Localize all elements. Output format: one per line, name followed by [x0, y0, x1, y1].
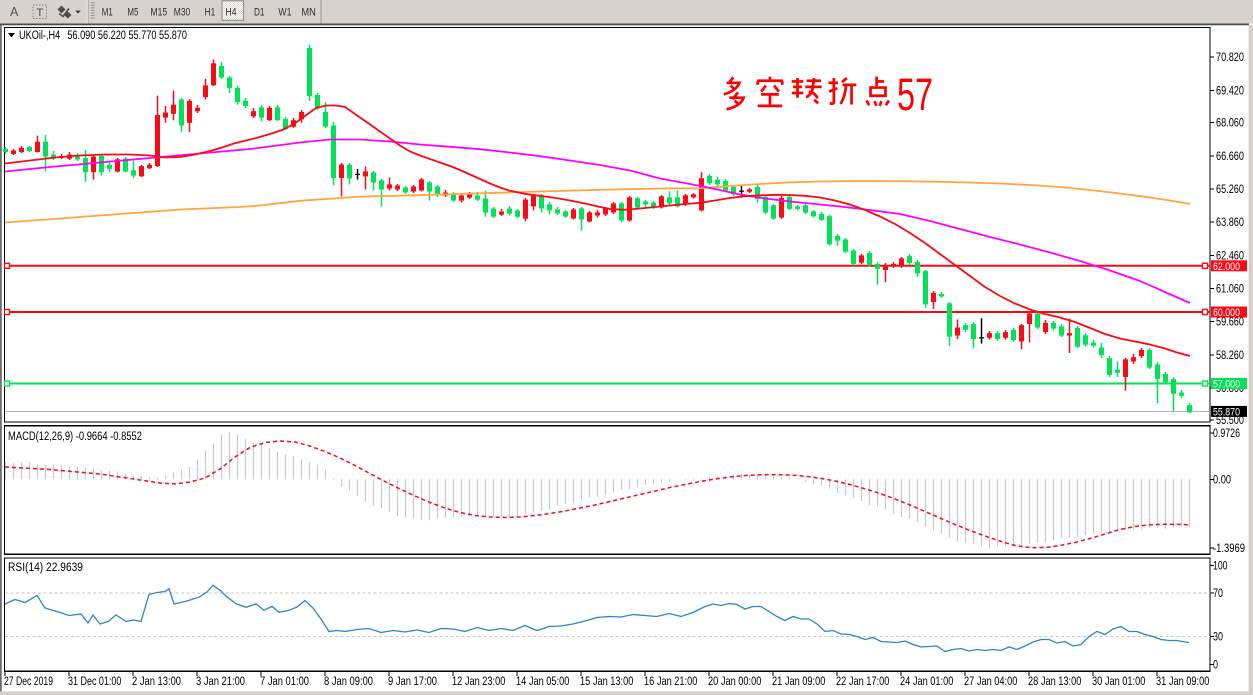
svg-text:H4: H4 [226, 7, 237, 19]
svg-text:66.660: 66.660 [1216, 151, 1244, 163]
svg-text:20 Jan 00:00: 20 Jan 00:00 [708, 676, 761, 688]
svg-text:31 Dec 01:00: 31 Dec 01:00 [68, 676, 121, 688]
svg-text:57: 57 [897, 69, 933, 120]
svg-text:-1.3969: -1.3969 [1213, 543, 1245, 555]
svg-text:0: 0 [1213, 660, 1218, 672]
svg-text:MACD(12,26,9) -0.9664 -0.8552: MACD(12,26,9) -0.9664 -0.8552 [8, 431, 142, 443]
svg-text:12 Jan 23:00: 12 Jan 23:00 [452, 676, 505, 688]
svg-text:14 Jan 05:00: 14 Jan 05:00 [516, 676, 569, 688]
svg-text:T: T [37, 7, 44, 19]
svg-text:59.660: 59.660 [1216, 317, 1244, 329]
svg-text:A: A [10, 5, 19, 19]
svg-text:69.420: 69.420 [1216, 85, 1244, 97]
svg-text:60.000: 60.000 [1213, 307, 1240, 319]
svg-text:M1: M1 [102, 7, 113, 19]
svg-text:D1: D1 [254, 7, 265, 19]
svg-text:0.9726: 0.9726 [1213, 428, 1240, 440]
svg-text:61.060: 61.060 [1216, 283, 1244, 295]
svg-text:57.000: 57.000 [1213, 379, 1240, 391]
svg-text:21 Jan 09:00: 21 Jan 09:00 [772, 676, 825, 688]
svg-text:62.000: 62.000 [1213, 261, 1240, 273]
svg-text:55.500: 55.500 [1216, 415, 1244, 427]
svg-text:M30: M30 [174, 7, 191, 19]
svg-text:100: 100 [1213, 560, 1228, 572]
svg-text:16 Jan 21:00: 16 Jan 21:00 [644, 676, 697, 688]
svg-text:30: 30 [1213, 632, 1223, 644]
svg-text:M5: M5 [127, 7, 138, 19]
svg-text:70.820: 70.820 [1216, 52, 1244, 64]
svg-text:65.260: 65.260 [1216, 184, 1244, 196]
svg-text:24 Jan 01:00: 24 Jan 01:00 [900, 676, 953, 688]
svg-text:W1: W1 [278, 7, 291, 19]
svg-text:31 Jan 09:00: 31 Jan 09:00 [1156, 676, 1209, 688]
svg-text:27 Jan 04:00: 27 Jan 04:00 [964, 676, 1017, 688]
svg-text:68.060: 68.060 [1216, 118, 1244, 130]
svg-text:9 Jan 17:00: 9 Jan 17:00 [388, 676, 437, 688]
svg-text:8 Jan 09:00: 8 Jan 09:00 [324, 676, 373, 688]
svg-text:M15: M15 [151, 7, 168, 19]
svg-text:62.460: 62.460 [1216, 250, 1244, 262]
svg-text:RSI(14) 22.9639: RSI(14) 22.9639 [8, 562, 83, 574]
svg-text:2 Jan 13:00: 2 Jan 13:00 [132, 676, 181, 688]
svg-text:22 Jan 17:00: 22 Jan 17:00 [836, 676, 889, 688]
svg-text:28 Jan 13:00: 28 Jan 13:00 [1028, 676, 1081, 688]
svg-text:H1: H1 [205, 7, 216, 19]
svg-text:55.870: 55.870 [1213, 406, 1240, 418]
svg-text:UKOil-,H4 56.090 56.220 55.77: UKOil-,H4 56.090 56.220 55.770 55.870 [19, 30, 187, 42]
svg-text:63.860: 63.860 [1216, 217, 1244, 229]
svg-text:3 Jan 21:00: 3 Jan 21:00 [196, 676, 245, 688]
svg-text:70: 70 [1213, 588, 1223, 600]
svg-text:15 Jan 13:00: 15 Jan 13:00 [580, 676, 633, 688]
svg-text:27 Dec 2019: 27 Dec 2019 [4, 676, 53, 688]
svg-text:MN: MN [301, 7, 316, 19]
svg-text:58.260: 58.260 [1216, 350, 1244, 362]
svg-text:7 Jan 01:00: 7 Jan 01:00 [260, 676, 309, 688]
svg-text:30 Jan 01:00: 30 Jan 01:00 [1092, 676, 1145, 688]
svg-text:0.00: 0.00 [1213, 474, 1231, 486]
